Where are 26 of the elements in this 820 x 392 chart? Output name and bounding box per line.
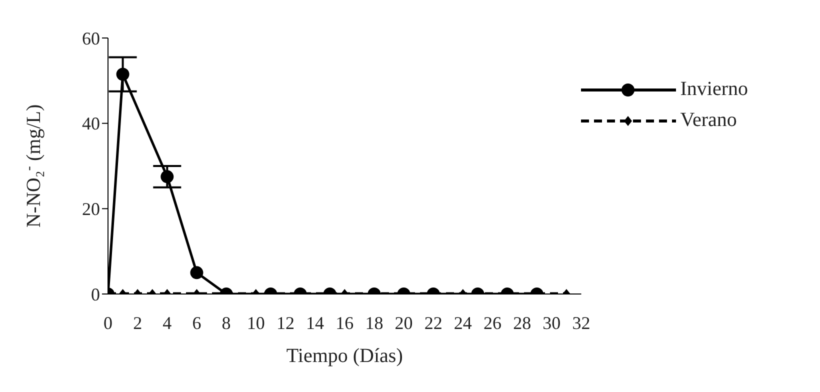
y-tick-label: 0 [91,284,100,304]
x-tick-label: 4 [162,312,172,333]
y-tick-label: 40 [82,114,100,134]
x-tick-label: 12 [276,312,294,333]
x-tick-label: 10 [246,312,265,333]
x-axis-title: Tiempo (Días) [286,345,403,367]
legend-label: Verano [680,109,737,132]
x-tick-label: 8 [222,312,231,333]
x-tick-label: 18 [365,312,384,333]
x-tick-label: 28 [513,312,532,333]
x-tick-label: 20 [394,312,413,333]
legend-label: Invierno [680,78,748,101]
x-tick-label: 24 [454,312,472,333]
x-tick-label: 6 [192,312,202,333]
point [160,170,174,184]
x-tick-label: 16 [336,312,354,333]
x-tick-label: 30 [542,312,561,333]
x-tick-label: 26 [484,312,502,333]
y-tick-label: 60 [82,28,100,48]
x-tick-label: 32 [572,312,590,333]
point [116,68,130,81]
x-tick-label: 22 [424,312,442,333]
x-tick-label: 14 [306,312,324,333]
x-tick-label: 2 [133,312,142,333]
x-tick-label: 0 [104,312,112,333]
y-tick-label: 20 [82,199,100,220]
